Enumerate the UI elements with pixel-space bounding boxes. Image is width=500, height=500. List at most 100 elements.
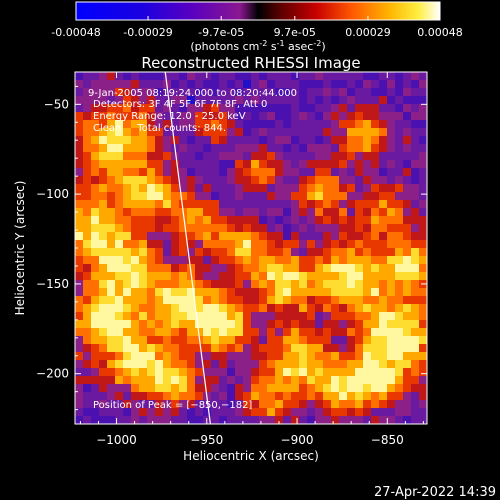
heatmap-cell (395, 88, 404, 97)
heatmap-cell (139, 400, 148, 409)
heatmap-cell (163, 376, 172, 385)
heatmap-cell (419, 312, 427, 321)
heatmap-cell (347, 248, 356, 257)
heatmap-cell (307, 72, 316, 81)
heatmap-cell (131, 152, 140, 161)
heatmap-cell (211, 120, 220, 129)
heatmap-cell (339, 264, 348, 273)
heatmap-cell (227, 120, 236, 129)
heatmap-cell (299, 216, 308, 225)
heatmap-cell (115, 144, 124, 153)
heatmap-cell (419, 144, 427, 153)
heatmap-cell (419, 240, 427, 249)
heatmap-cell (139, 80, 148, 89)
heatmap-cell (395, 296, 404, 305)
heatmap-cell (219, 144, 228, 153)
heatmap-cell (291, 384, 300, 393)
heatmap-cell (99, 408, 108, 417)
heatmap-cell (419, 320, 427, 329)
heatmap-cell (235, 280, 244, 289)
heatmap-cell (323, 88, 332, 97)
heatmap-cell (267, 328, 276, 337)
heatmap-cell (139, 208, 148, 217)
heatmap-cell (179, 376, 188, 385)
heatmap-cell (411, 176, 420, 185)
x-axis: −1000 −950 −900 −850 (79, 72, 424, 447)
heatmap-cell (347, 384, 356, 393)
heatmap-cell (419, 128, 427, 137)
heatmap-cell (243, 352, 252, 361)
heatmap-cell (235, 104, 244, 113)
heatmap-cell (163, 72, 172, 81)
heatmap-cell (131, 272, 140, 281)
heatmap-cell (227, 312, 236, 321)
heatmap-cell (291, 336, 300, 345)
heatmap-cell (379, 296, 388, 305)
heatmap-cell (227, 304, 236, 313)
heatmap-cell (155, 200, 164, 209)
heatmap-cell (275, 360, 284, 369)
heatmap-cell (195, 288, 204, 297)
heatmap-cell (259, 304, 268, 313)
heatmap-cell (187, 240, 196, 249)
heatmap-cell (99, 384, 108, 393)
heatmap-cell (299, 160, 308, 169)
heatmap-cell (123, 128, 132, 137)
heatmap-cell (283, 384, 292, 393)
heatmap-cell (323, 248, 332, 257)
heatmap-cell (179, 384, 188, 393)
heatmap-cell (355, 104, 364, 113)
heatmap-cell (147, 336, 156, 345)
heatmap-cell (347, 216, 356, 225)
heatmap-cell (211, 280, 220, 289)
heatmap-cell (227, 104, 236, 113)
heatmap-cell (331, 352, 340, 361)
heatmap-cell (155, 96, 164, 105)
heatmap-cell (315, 200, 324, 209)
heatmap-cell (355, 192, 364, 201)
heatmap-cell (299, 336, 308, 345)
heatmap-cell (275, 376, 284, 385)
heatmap-cell (99, 296, 108, 305)
heatmap-cell (251, 352, 260, 361)
heatmap-cell (267, 216, 276, 225)
heatmap-cell (99, 152, 108, 161)
solar-limb-line (164, 72, 211, 424)
heatmap-cell (219, 232, 228, 241)
heatmap-cell (411, 112, 420, 121)
x-tick-label: −900 (281, 433, 314, 447)
heatmap-cell (235, 376, 244, 385)
heatmap-cell (91, 408, 100, 417)
heatmap-cell (115, 192, 124, 201)
heatmap-cell (259, 176, 268, 185)
heatmap-cell (291, 104, 300, 113)
heatmap-cell (91, 96, 100, 105)
heatmap-cell (171, 256, 180, 265)
heatmap-cell (99, 248, 108, 257)
heatmap-cell (379, 376, 388, 385)
heatmap-cell (195, 400, 204, 409)
heatmap-cell (187, 360, 196, 369)
heatmap-cell (299, 264, 308, 273)
heatmap-cell (251, 112, 260, 121)
heatmap-cell (251, 408, 260, 417)
heatmap-cell (355, 200, 364, 209)
heatmap-cell (83, 328, 92, 337)
heatmap-cell (155, 280, 164, 289)
heatmap-cell (331, 192, 340, 201)
heatmap-cell (347, 408, 356, 417)
heatmap-cell (235, 112, 244, 121)
heatmap-cell (323, 336, 332, 345)
heatmap-cell (363, 376, 372, 385)
heatmap-cell (403, 288, 412, 297)
heatmap-cell (203, 128, 212, 137)
heatmap-cell (131, 96, 140, 105)
heatmap-cell (203, 384, 212, 393)
heatmap-cell (267, 208, 276, 217)
heatmap-cell (131, 320, 140, 329)
heatmap-cell (187, 280, 196, 289)
heatmap-cell (251, 368, 260, 377)
heatmap-cell (379, 288, 388, 297)
heatmap-cell (227, 200, 236, 209)
heatmap-cell (195, 120, 204, 129)
